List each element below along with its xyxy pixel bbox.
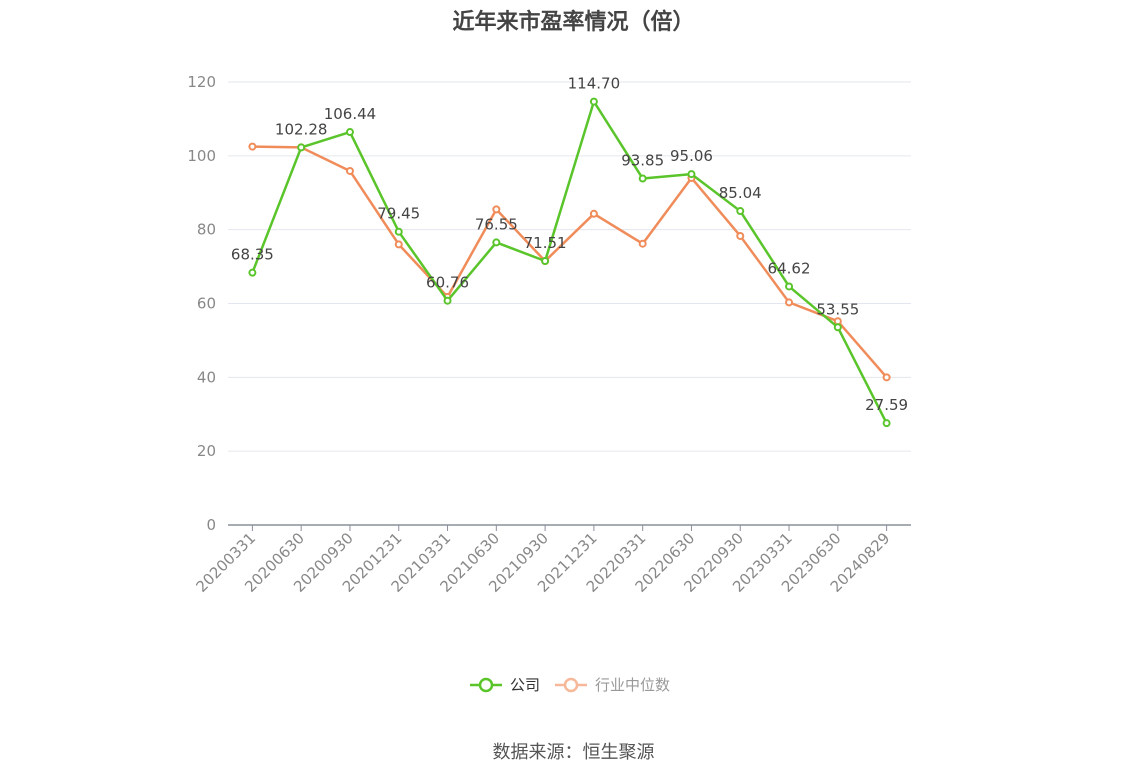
legend-label: 行业中位数 [595, 676, 670, 694]
data-point [589, 209, 598, 218]
data-label: 60.76 [426, 274, 469, 292]
data-point [492, 238, 501, 247]
data-point [882, 419, 891, 428]
data-point [785, 282, 794, 291]
data-label: 53.55 [816, 300, 859, 318]
data-point [345, 166, 354, 175]
data-label: 68.35 [231, 246, 274, 264]
legend-label: 公司 [510, 676, 540, 694]
data-point [443, 296, 452, 305]
y-tick-label: 20 [197, 442, 216, 460]
y-tick-label: 80 [197, 221, 216, 239]
data-label: 64.62 [768, 259, 811, 277]
data-label: 71.51 [524, 234, 567, 252]
data-point [248, 268, 257, 277]
data-label: 27.59 [865, 396, 908, 414]
data-point [297, 143, 306, 152]
data-label: 79.45 [377, 205, 420, 223]
legend: 公司 行业中位数 [470, 676, 670, 694]
data-point [687, 170, 696, 179]
legend-marker [478, 677, 494, 693]
data-point [638, 174, 647, 183]
data-point [541, 257, 550, 266]
series-layer [248, 97, 891, 428]
data-label: 76.55 [475, 215, 518, 233]
data-label: 95.06 [670, 147, 713, 165]
data-point [736, 207, 745, 216]
data-label: 106.44 [324, 105, 377, 123]
y-tick-label: 0 [206, 516, 216, 534]
data-point [785, 298, 794, 307]
series-line-1 [252, 145, 888, 379]
axis-layer: 0204060801001202020033120200630202009302… [187, 73, 911, 596]
data-point [833, 323, 842, 332]
grid-layer [228, 81, 911, 452]
legend-marker [563, 677, 579, 693]
data-label: 114.70 [568, 75, 621, 93]
series-line-0 [251, 100, 888, 424]
data-label: 85.04 [719, 184, 762, 202]
data-point [394, 227, 403, 236]
data-point [589, 97, 598, 106]
y-tick-label: 120 [187, 73, 216, 91]
data-label: 93.85 [621, 152, 664, 170]
data-source-note: 数据来源：恒生聚源 [492, 742, 655, 763]
data-point [638, 239, 647, 248]
y-tick-label: 100 [187, 147, 216, 165]
y-tick-label: 60 [197, 295, 216, 313]
data-point [736, 231, 745, 240]
data-label: 102.28 [275, 120, 328, 138]
data-point [492, 205, 501, 214]
data-point [248, 142, 257, 151]
y-tick-label: 40 [197, 368, 216, 386]
data-point [394, 240, 403, 249]
data-point [345, 128, 354, 137]
chart-title: 近年来市盈率情况（倍） [452, 10, 695, 35]
data-point [882, 373, 891, 382]
